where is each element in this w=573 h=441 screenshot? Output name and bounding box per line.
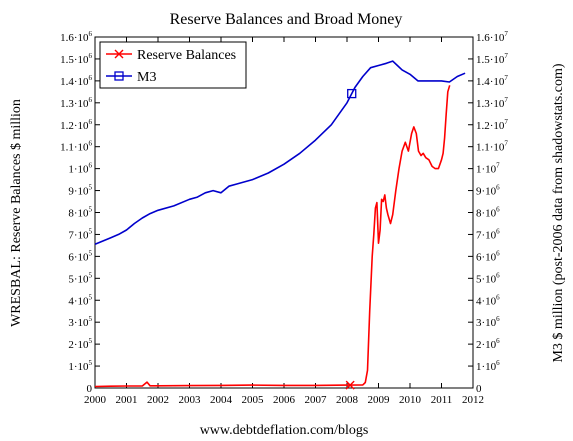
y-tick-label-left: 1.2·106 (60, 118, 92, 132)
y-tick-label-left: 1.6·106 (60, 30, 92, 44)
y-tick-label-right: 1.5·107 (476, 52, 508, 66)
x-tick-label: 2009 (368, 394, 391, 406)
y-tick-label-left: 2·105 (68, 337, 92, 351)
y-tick-label-right: 5·106 (476, 271, 500, 285)
y-tick-label-right: 0 (476, 383, 482, 395)
y-tick-label-right: 1.2·107 (476, 118, 508, 132)
y-tick-label-right: 1.3·107 (476, 96, 508, 110)
y-tick-label-right: 3·106 (476, 315, 500, 329)
series-line-reserve-balances (94, 85, 451, 388)
legend-marker-x-icon (114, 49, 124, 59)
y-axis-right: 0 1·106 2·106 3·106 4·106 5·106 6·106 7·106 8·10… (468, 30, 508, 395)
x-tick-label: 2001 (116, 394, 138, 406)
x-tick-label: 2007 (305, 394, 328, 406)
x-tick-label: 2002 (147, 394, 169, 406)
x-tick-label: 2010 (399, 394, 422, 406)
y-tick-label-left: 1.3·106 (60, 96, 92, 110)
y-tick-label-right: 1.4·107 (476, 74, 508, 88)
y-tick-label-left: 0 (87, 383, 93, 395)
y-tick-label-right: 1.6·107 (476, 30, 508, 44)
y-tick-label-right: 6·106 (476, 249, 500, 263)
legend-marker-square-icon (114, 71, 124, 81)
y-tick-label-right: 8·106 (476, 206, 500, 220)
y-axis-left: 0 1·105 2·105 3·105 4·105 5·105 6·105 7·105 8·10… (60, 30, 100, 395)
y-tick-label-left: 1.4·106 (60, 74, 92, 88)
y-axis-right-title: M3 $ million (post-2006 data from shadow… (551, 63, 566, 362)
series-line-m3 (94, 60, 466, 246)
y-axis-left-title: WRESBAL: Reserve Balances $ million (9, 99, 24, 327)
x-tick-label: 2011 (431, 394, 453, 406)
legend-box (99, 41, 247, 89)
x-marker-icon (114, 49, 124, 59)
y-tick-label-left: 7·105 (68, 227, 92, 241)
x-tick-label: 2005 (242, 394, 265, 406)
x-tick-label: 2006 (273, 394, 296, 406)
x-tick-label: 2004 (210, 394, 233, 406)
x-tick-label: 2012 (462, 394, 484, 406)
y-tick-label-right: 1·106 (476, 359, 500, 373)
square-marker-icon (114, 71, 124, 81)
y-tick-label-right: 7·106 (476, 227, 500, 241)
chart-title: Reserve Balances and Broad Money (170, 11, 403, 28)
legend: Reserve Balances M3 (99, 41, 247, 89)
y-tick-label-left: 1·106 (68, 162, 92, 176)
y-tick-label-left: 9·105 (68, 184, 92, 198)
series-marker-square-icon (347, 88, 357, 99)
y-tick-label-right: 1.1·107 (476, 140, 508, 154)
x-axis: 2000 2001 2002 2003 2004 2005 2006 2007 2008 2009… (84, 37, 484, 406)
y-tick-label-right: 1·107 (476, 162, 500, 176)
y-tick-label-left: 3·105 (68, 315, 92, 329)
legend-label-reserve-balances: Reserve Balances (137, 48, 236, 63)
y-tick-label-right: 4·106 (476, 293, 500, 307)
y-tick-label-left: 5·105 (68, 271, 92, 285)
series-layer (94, 60, 466, 390)
legend-label-m3: M3 (137, 70, 156, 85)
y-tick-label-left: 4·105 (68, 293, 92, 307)
y-tick-label-right: 2·106 (476, 337, 500, 351)
footer-credit: www.debtdeflation.com/blogs (200, 423, 369, 438)
y-tick-label-right: 9·106 (476, 184, 500, 198)
x-tick-label: 2000 (84, 394, 107, 406)
x-tick-label: 2003 (179, 394, 202, 406)
series-marker-x-icon (345, 380, 355, 390)
y-tick-label-left: 1.5·106 (60, 52, 92, 66)
x-tick-label: 2008 (336, 394, 359, 406)
y-tick-label-left: 6·105 (68, 249, 92, 263)
y-tick-label-left: 8·105 (68, 206, 92, 220)
y-tick-label-left: 1·105 (68, 359, 92, 373)
y-tick-label-left: 1.1·106 (60, 140, 92, 154)
